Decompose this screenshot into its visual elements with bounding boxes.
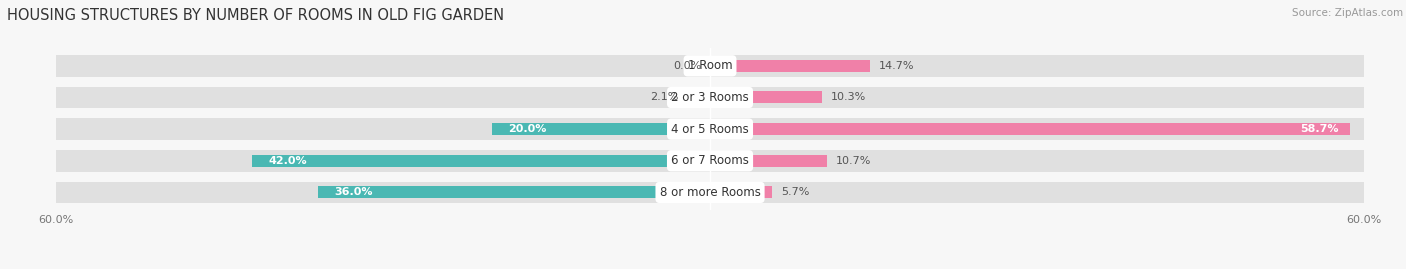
Text: 5.7%: 5.7% — [780, 187, 810, 197]
Text: 10.3%: 10.3% — [831, 93, 866, 102]
Bar — [318, 186, 710, 199]
Bar — [56, 118, 1364, 140]
Bar — [710, 91, 823, 104]
Bar — [710, 186, 772, 199]
Text: 6 or 7 Rooms: 6 or 7 Rooms — [671, 154, 749, 167]
Bar — [56, 150, 1364, 172]
Text: Source: ZipAtlas.com: Source: ZipAtlas.com — [1292, 8, 1403, 18]
Bar — [56, 182, 1364, 203]
Text: 20.0%: 20.0% — [509, 124, 547, 134]
Bar — [710, 123, 1350, 135]
Bar — [492, 123, 710, 135]
Text: 36.0%: 36.0% — [335, 187, 373, 197]
Bar — [253, 155, 710, 167]
Bar — [56, 55, 1364, 77]
Text: 8 or more Rooms: 8 or more Rooms — [659, 186, 761, 199]
Bar — [710, 60, 870, 72]
Bar — [710, 155, 827, 167]
Bar — [56, 87, 1364, 108]
Text: 4 or 5 Rooms: 4 or 5 Rooms — [671, 123, 749, 136]
Text: HOUSING STRUCTURES BY NUMBER OF ROOMS IN OLD FIG GARDEN: HOUSING STRUCTURES BY NUMBER OF ROOMS IN… — [7, 8, 505, 23]
Text: 14.7%: 14.7% — [879, 61, 914, 71]
Text: 1 Room: 1 Room — [688, 59, 733, 72]
Text: 10.7%: 10.7% — [835, 156, 870, 166]
Text: 58.7%: 58.7% — [1301, 124, 1339, 134]
Text: 2.1%: 2.1% — [650, 93, 679, 102]
Text: 42.0%: 42.0% — [269, 156, 308, 166]
Text: 0.0%: 0.0% — [673, 61, 702, 71]
Bar — [688, 91, 710, 104]
Text: 2 or 3 Rooms: 2 or 3 Rooms — [671, 91, 749, 104]
